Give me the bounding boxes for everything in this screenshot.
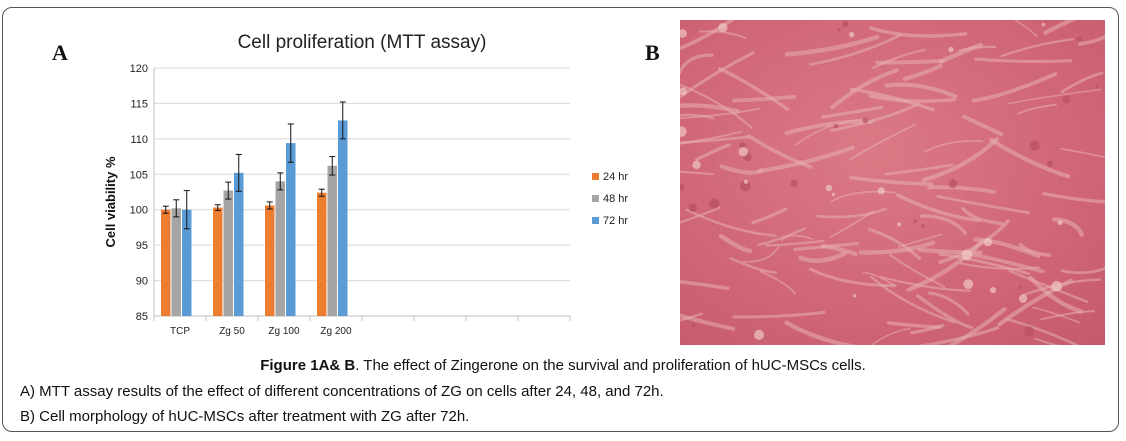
- bar-72hr-1: [234, 172, 244, 316]
- mtt-bar-chart: Cell proliferation (MTT assay) Cell viab…: [103, 32, 628, 337]
- chart-title: Cell proliferation (MTT assay): [238, 32, 487, 53]
- tick-labels: 85 90 95 100 105 110 115 120 TCP Zg 50 Zg 100 Zg 20…: [130, 63, 352, 337]
- bar-24hr-2: [265, 205, 275, 316]
- x-tick-label: Zg 200: [320, 326, 352, 337]
- bar-72hr-3: [338, 120, 348, 316]
- legend-label-2: 72 hr: [603, 215, 628, 227]
- legend-swatch-0: [592, 173, 599, 180]
- y-tick-label: 85: [136, 311, 148, 323]
- caption-line-a: A) MTT assay results of the effect of di…: [20, 383, 664, 400]
- bar-48hr-2: [275, 181, 285, 316]
- x-tick-label: TCP: [170, 326, 190, 337]
- x-tick-label: Zg 100: [268, 326, 300, 337]
- y-tick-label: 120: [130, 63, 148, 75]
- axes: [153, 68, 571, 321]
- figure-frame: [2, 7, 1119, 432]
- y-tick-label: 110: [130, 134, 148, 146]
- panel-a-label: A: [52, 40, 68, 65]
- bar-24hr-0: [161, 209, 171, 316]
- y-tick-label: 95: [136, 240, 148, 252]
- caption-line-b: B) Cell morphology of hUC-MSCs after tre…: [20, 408, 470, 425]
- y-tick-label: 100: [130, 205, 148, 217]
- y-axis-label: Cell viability %: [103, 156, 118, 247]
- figure-caption: Figure 1A& B. The effect of Zingerone on…: [0, 357, 1126, 374]
- legend-label-1: 48 hr: [603, 193, 628, 205]
- panel-b-label: B: [645, 40, 660, 65]
- cell-morphology-micrograph: [680, 20, 1105, 345]
- legend: 24 hr 48 hr 72 hr: [592, 171, 628, 227]
- figure-caption-text: . The effect of Zingerone on the surviva…: [355, 357, 866, 374]
- x-tick-label: Zg 50: [219, 326, 245, 337]
- legend-swatch-2: [592, 217, 599, 224]
- bar-72hr-2: [286, 143, 296, 316]
- bar-48hr-1: [223, 190, 233, 316]
- bar-24hr-1: [213, 207, 223, 316]
- figure-label: Figure 1A& B: [260, 357, 356, 374]
- legend-label-0: 24 hr: [603, 171, 628, 183]
- y-tick-label: 90: [136, 276, 148, 288]
- bar-24hr-3: [317, 192, 327, 316]
- bar-72hr-0: [182, 209, 192, 316]
- bars: [161, 101, 348, 316]
- legend-swatch-1: [592, 195, 599, 202]
- bar-48hr-3: [327, 165, 337, 316]
- bar-48hr-0: [171, 208, 181, 316]
- y-tick-label: 105: [130, 169, 148, 181]
- y-tick-label: 115: [130, 98, 148, 110]
